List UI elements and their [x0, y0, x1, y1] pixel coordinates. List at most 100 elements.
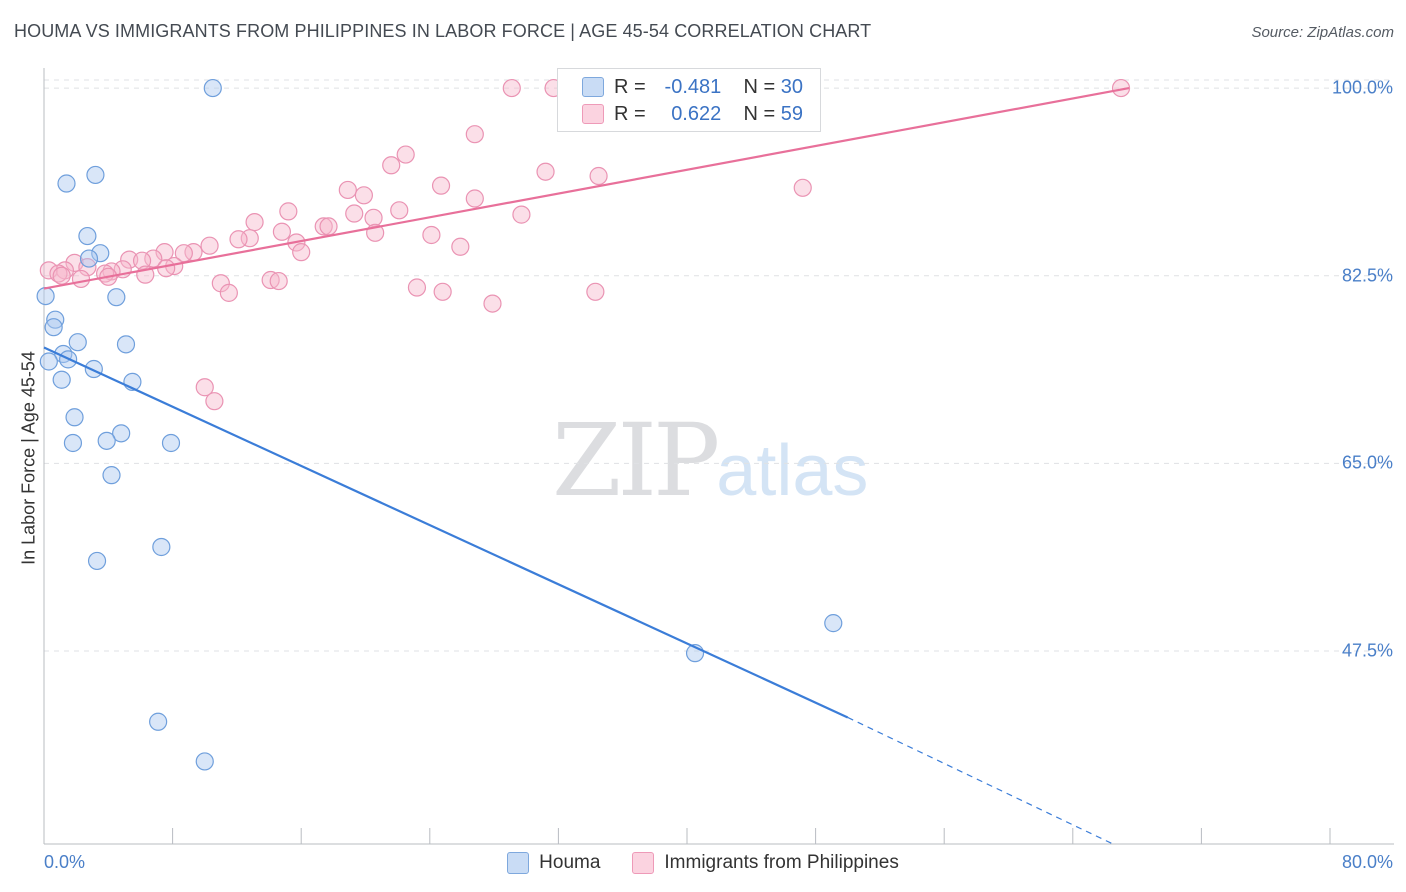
philippines-point — [205, 392, 224, 411]
houma-point — [195, 752, 214, 771]
philippines-point — [433, 282, 452, 301]
philippines-point — [465, 125, 484, 144]
philippines-point — [195, 378, 214, 397]
philippines-point — [793, 178, 812, 197]
philippines-point — [407, 278, 427, 297]
philippines-point — [483, 294, 502, 313]
legend-r-label: R = — [614, 75, 646, 98]
legend-row-philippines: R = 0.622 N = 59 — [558, 101, 803, 127]
houma-point — [107, 288, 126, 307]
legend-label-houma: Houma — [539, 852, 601, 873]
houma-point — [39, 352, 58, 371]
philippines-trend-line — [43, 87, 1130, 290]
houma-point — [57, 174, 76, 193]
houma-point — [97, 431, 116, 450]
chart-title: HOUMA VS IMMIGRANTS FROM PHILIPPINES IN … — [14, 21, 872, 41]
philippines-point — [390, 201, 409, 220]
legend-n-value-houma: 30 — [780, 75, 803, 98]
philippines-point — [422, 225, 441, 245]
houma-point — [84, 359, 103, 379]
houma-point — [46, 310, 65, 329]
houma-point — [87, 551, 107, 571]
legend-r-value-houma: -0.481 — [664, 75, 722, 98]
philippines-point — [451, 237, 470, 256]
series-houma-points — [36, 78, 843, 771]
legend-swatch-philippines — [582, 104, 604, 124]
series-philippines-points — [39, 78, 1131, 411]
houma-point — [68, 333, 87, 352]
philippines-point — [345, 204, 364, 223]
philippines-point — [219, 283, 238, 302]
philippines-point — [245, 213, 264, 232]
legend-r-label: R = — [614, 102, 646, 125]
philippines-point — [382, 156, 401, 175]
houma-point — [78, 226, 97, 246]
houma-point — [79, 249, 99, 268]
houma-point — [44, 318, 63, 337]
philippines-point — [229, 230, 248, 249]
grid-lines — [44, 79, 1394, 652]
legend-r-value-philippines: 0.622 — [671, 102, 722, 125]
houma-point — [152, 537, 171, 557]
philippines-point — [319, 217, 338, 236]
watermark-atlas: atlas — [716, 431, 869, 511]
legend-swatch-philippines — [632, 852, 655, 874]
houma-point — [824, 614, 843, 633]
philippines-point — [1111, 78, 1131, 98]
houma-point — [65, 408, 84, 427]
x-tick-label-max: 80.0% — [1341, 852, 1393, 872]
philippines-point — [354, 186, 373, 205]
houma-point — [36, 286, 55, 306]
philippines-point — [536, 162, 555, 181]
philippines-point — [200, 236, 219, 255]
philippines-point — [364, 208, 383, 227]
philippines-point — [71, 269, 91, 289]
philippines-point — [144, 249, 163, 268]
watermark-zip: ZIP — [552, 402, 720, 519]
series-legend: Houma Immigrants from Philippines — [0, 852, 1406, 874]
philippines-point — [120, 250, 139, 269]
y-tick-label: 82.5% — [1341, 265, 1393, 286]
philippines-point — [502, 78, 521, 98]
houma-trend-line — [43, 346, 849, 719]
legend-swatch-houma — [582, 77, 604, 97]
legend-item-philippines: Immigrants from Philippines — [632, 852, 899, 874]
philippines-point — [512, 205, 531, 224]
houma-point — [91, 244, 110, 263]
philippines-point — [396, 145, 415, 164]
houma-point — [86, 165, 105, 185]
philippines-point — [465, 189, 484, 208]
watermark: ZIPatlas — [552, 402, 868, 519]
philippines-point — [155, 243, 174, 262]
stats-legend: R = -0.481 N = 30 R = 0.622 N = 59 — [557, 68, 821, 132]
y-tick-label: 47.5% — [1341, 640, 1393, 661]
y-axis-label: In Labor Force | Age 45-54 — [18, 351, 39, 565]
philippines-point — [272, 222, 292, 241]
houma-point — [116, 335, 136, 354]
legend-swatch-houma — [507, 852, 530, 874]
houma-point — [52, 370, 71, 389]
philippines-point — [52, 266, 71, 285]
philippines-point — [338, 180, 357, 200]
philippines-point — [279, 202, 298, 221]
philippines-point — [132, 251, 152, 270]
philippines-point — [269, 271, 288, 291]
legend-label-philippines: Immigrants from Philippines — [664, 852, 899, 873]
legend-item-houma: Houma — [507, 852, 600, 874]
houma-trend-extension — [847, 716, 1114, 845]
legend-row-houma: R = -0.481 N = 30 — [558, 74, 803, 100]
philippines-point — [49, 264, 68, 283]
philippines-point — [431, 176, 451, 195]
houma-point — [63, 433, 83, 453]
x-tick-label-min: 0.0% — [44, 852, 86, 872]
philippines-point — [292, 243, 311, 262]
legend-n-label: N = — [743, 75, 776, 98]
philippines-point — [586, 282, 605, 301]
legend-n-label: N = — [743, 102, 776, 125]
houma-point — [203, 78, 222, 98]
houma-point — [161, 433, 181, 453]
houma-point — [112, 424, 131, 443]
philippines-point — [314, 217, 333, 236]
houma-point — [102, 466, 121, 485]
